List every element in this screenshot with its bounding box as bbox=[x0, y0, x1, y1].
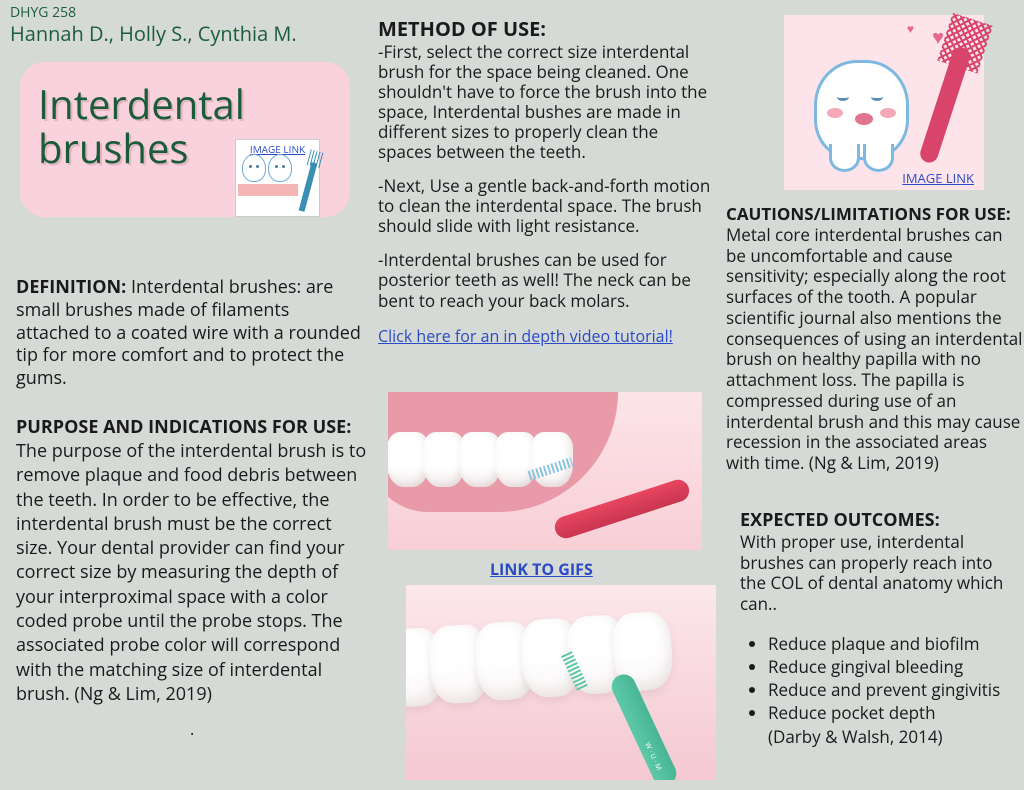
cautions-heading: CAUTIONS/LIMITATIONS FOR USE: bbox=[726, 202, 1011, 225]
definition-heading: DEFINITION: bbox=[16, 275, 126, 299]
cute-tooth-icon bbox=[814, 60, 909, 160]
video-tutorial-link[interactable]: Click here for an in depth video tutoria… bbox=[378, 325, 673, 347]
method-para-2: -Next, Use a gentle back-and-forth motio… bbox=[378, 176, 713, 236]
definition-section: DEFINITION: Interdental brushes: are sma… bbox=[16, 275, 361, 389]
brush-illustration-2 bbox=[406, 585, 716, 780]
heart-icon: ♥ bbox=[907, 20, 914, 37]
tooth-character-image: ♥ ♥ ♥ IMAGE LINK bbox=[784, 15, 984, 190]
cautions-section: CAUTIONS/LIMITATIONS FOR USE: Metal core… bbox=[726, 202, 1024, 474]
authors: Hannah D., Holly S., Cynthia M. bbox=[10, 20, 297, 47]
purpose-text: The purpose of the interdental brush is … bbox=[16, 439, 371, 706]
purpose-heading: PURPOSE AND INDICATIONS FOR USE: bbox=[16, 415, 351, 439]
method-heading: METHOD OF USE: bbox=[378, 15, 713, 42]
gifs-link[interactable]: LINK TO GIFS bbox=[490, 558, 593, 580]
outcomes-list: Reduce plaque and biofilm Reduce gingiva… bbox=[740, 633, 1020, 725]
outcome-item: Reduce gingival bleeding bbox=[768, 656, 1020, 679]
outcomes-heading: EXPECTED OUTCOMES: bbox=[740, 508, 1020, 532]
outcome-item: Reduce pocket depth bbox=[768, 702, 1020, 725]
outcome-item: Reduce plaque and biofilm bbox=[768, 633, 1020, 656]
method-section: METHOD OF USE: -First, select the correc… bbox=[378, 15, 713, 347]
title-image: IMAGE LINK bbox=[235, 139, 320, 217]
outcome-item: Reduce and prevent gingivitis bbox=[768, 679, 1020, 702]
stray-dot: . bbox=[190, 718, 194, 740]
purpose-section: PURPOSE AND INDICATIONS FOR USE: The pur… bbox=[16, 415, 371, 706]
gum-illustration bbox=[238, 184, 298, 196]
outcomes-citation: (Darby & Walsh, 2014) bbox=[740, 725, 1020, 748]
outcomes-intro: With proper use, interdental brushes can… bbox=[740, 532, 1020, 615]
outcomes-section: EXPECTED OUTCOMES: With proper use, inte… bbox=[740, 508, 1020, 748]
teeth-icon bbox=[242, 154, 292, 182]
big-brush-icon bbox=[918, 45, 972, 165]
cautions-text: Metal core interdental brushes can be un… bbox=[726, 225, 1024, 474]
method-para-3: -Interdental brushes can be used for pos… bbox=[378, 250, 713, 310]
brush-illustration-1 bbox=[388, 392, 702, 550]
title-card: Interdental brushes IMAGE LINK bbox=[20, 62, 350, 217]
method-para-1: -First, select the correct size interden… bbox=[378, 42, 713, 162]
image-link[interactable]: IMAGE LINK bbox=[902, 169, 974, 187]
brush-icon bbox=[299, 162, 318, 212]
